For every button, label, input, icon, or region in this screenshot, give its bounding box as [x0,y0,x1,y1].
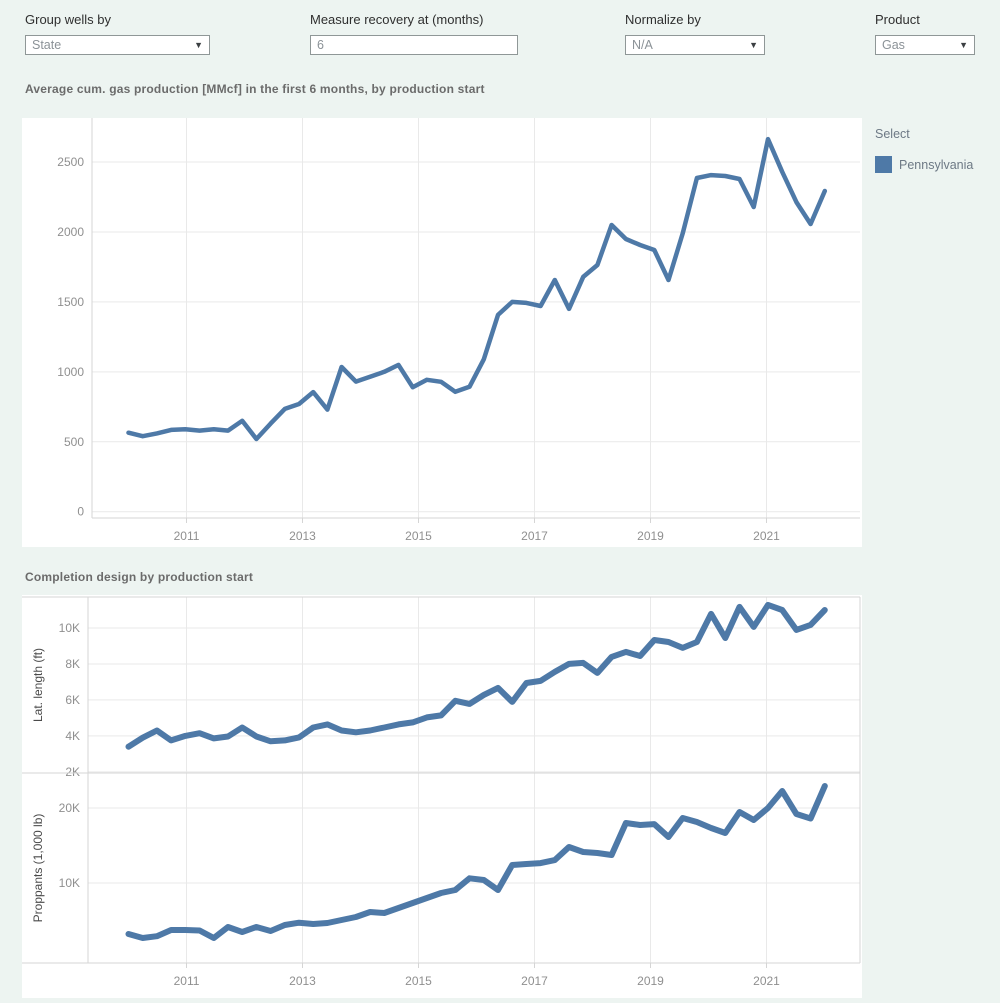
gas-production-chart[interactable]: 0 500 1000 1500 2000 2500 2011 2013 2015 2017 2019… [22,118,862,547]
measure-recovery-label: Measure recovery at (months) [310,12,484,27]
chevron-down-icon: ▼ [194,40,203,50]
chevron-down-icon: ▼ [749,40,758,50]
normalize-by-select[interactable]: N/A ▼ [625,35,765,55]
x-tick-label: 2015 [405,529,432,543]
y-tick-label: 4K [65,729,80,743]
y-tick-label: 8K [65,657,80,671]
chevron-down-icon: ▼ [959,40,968,50]
legend-item-label: Pennsylvania [899,157,974,172]
pennsylvania-series-line[interactable] [126,136,828,442]
product-label: Product [875,12,920,27]
x-tick-label: 2017 [521,974,548,988]
y-tick-label: 2000 [57,225,84,239]
completion-chart-panel: 2K 4K 6K 8K 10K Lat. length (ft) 10K 20K Proppan… [22,595,862,998]
x-tick-label: 2019 [637,974,664,988]
y-tick-label: 6K [65,693,80,707]
pennsylvania-series-line[interactable] [125,601,828,750]
group-wells-by-select[interactable]: State ▼ [25,35,210,55]
x-tick-label: 2011 [174,529,200,543]
x-tick-label: 2015 [405,974,432,988]
x-tick-label: 2011 [174,974,200,988]
y-tick-label: 500 [64,435,84,449]
completion-design-chart[interactable]: 2K 4K 6K 8K 10K Lat. length (ft) 10K 20K Proppan… [22,595,862,998]
legend-title: Select [875,127,910,141]
y-axis-title: Lat. length (ft) [31,648,45,722]
y-tick-label: 2500 [57,155,84,169]
normalize-by-label: Normalize by [625,12,701,27]
legend-item-pennsylvania[interactable]: Pennsylvania [875,156,973,173]
y-tick-label: 1500 [57,295,84,309]
y-tick-label: 1000 [57,365,84,379]
x-tick-label: 2017 [521,529,548,543]
normalize-by-value: N/A [632,38,653,52]
measure-recovery-input[interactable] [310,35,518,55]
y-tick-label: 10K [59,621,80,635]
x-tick-label: 2013 [289,974,316,988]
y-tick-label: 2K [65,765,80,779]
group-wells-by-value: State [32,38,62,52]
x-tick-label: 2013 [289,529,316,543]
pennsylvania-swatch-icon [875,156,892,173]
x-tick-label: 2019 [637,529,664,543]
gas-chart-title: Average cum. gas production [MMcf] in th… [25,82,485,96]
y-tick-label: 0 [77,505,84,519]
x-tick-label: 2021 [753,529,780,543]
completion-chart-title: Completion design by production start [25,570,254,584]
y-tick-label: 20K [59,801,80,815]
y-axis-title: Proppants (1,000 lb) [31,814,45,923]
pennsylvania-series-line[interactable] [125,783,828,941]
product-value: Gas [882,38,905,52]
gas-chart-panel: 0 500 1000 1500 2000 2500 2011 2013 2015 2017 2019… [22,118,862,547]
product-select[interactable]: Gas ▼ [875,35,975,55]
x-tick-label: 2021 [753,974,780,988]
y-tick-label: 10K [59,876,80,890]
group-wells-by-label: Group wells by [25,12,111,27]
